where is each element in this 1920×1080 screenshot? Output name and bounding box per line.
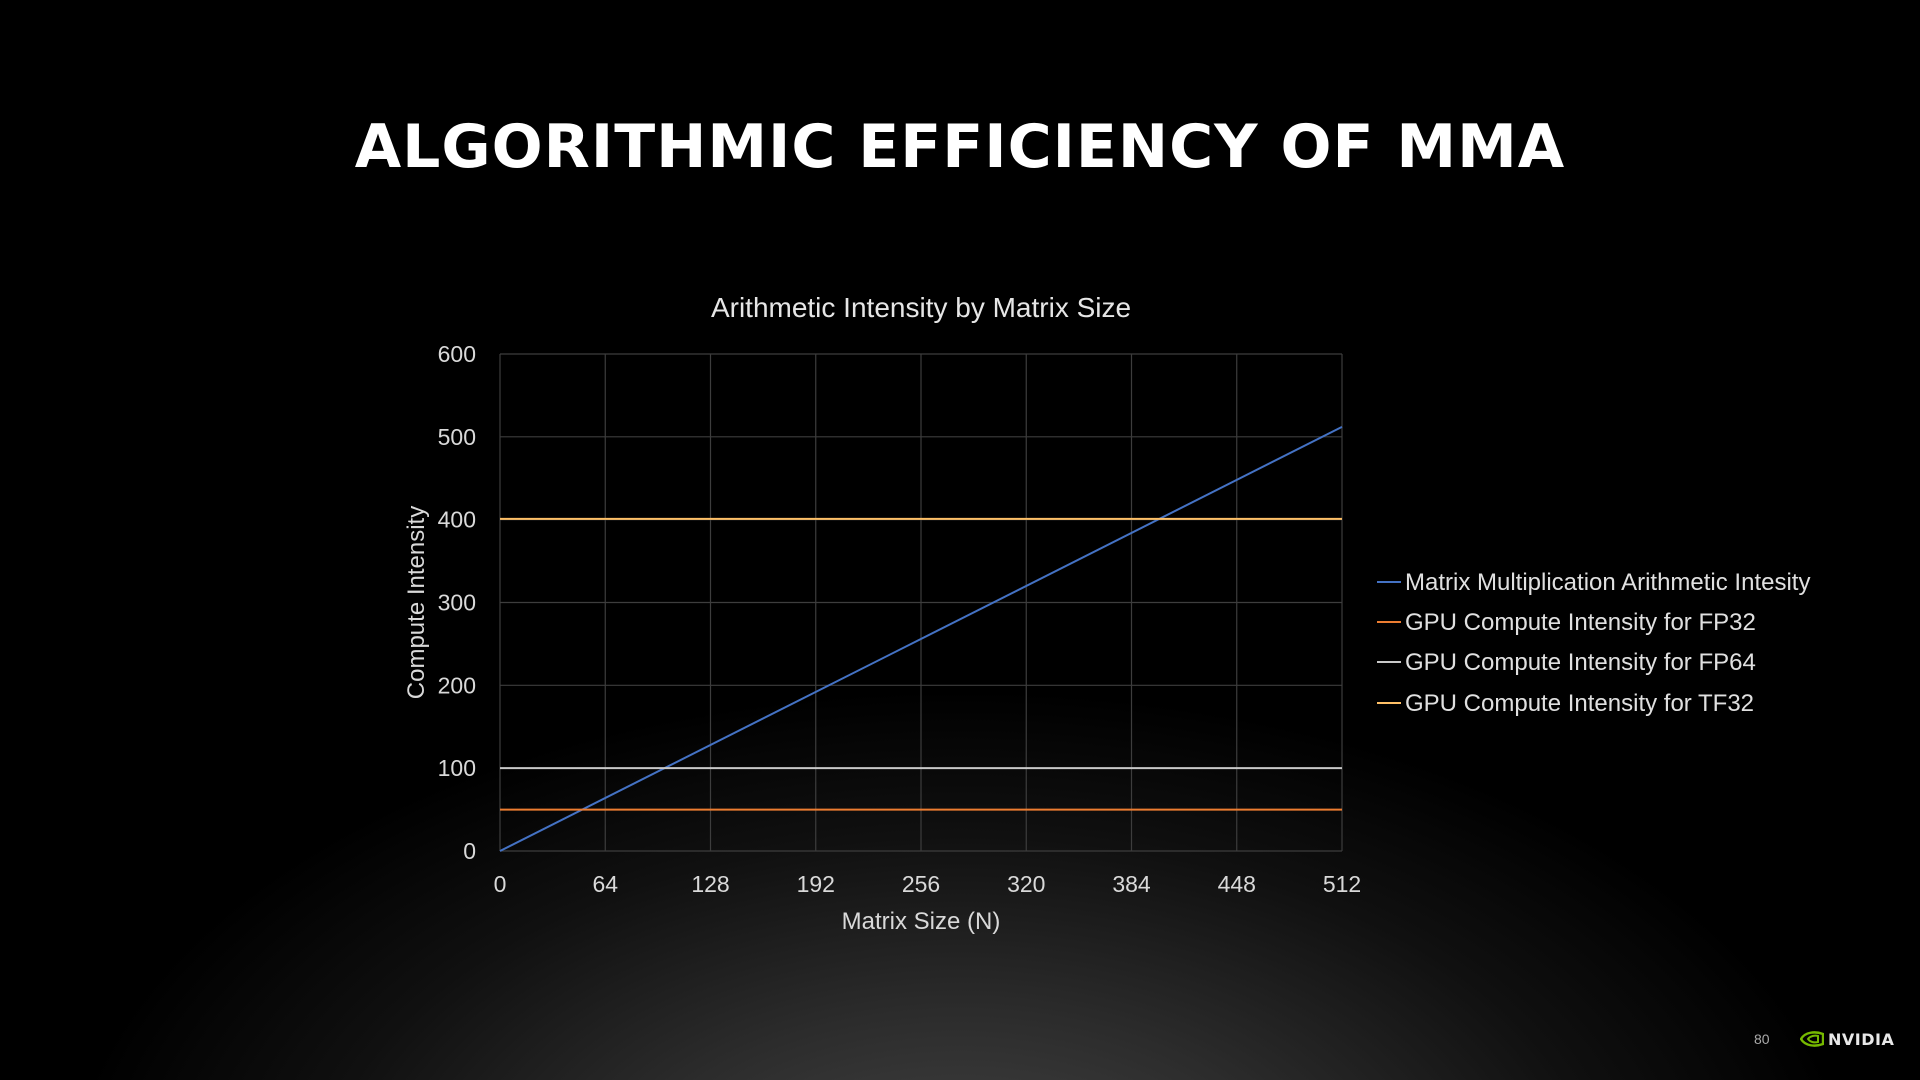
page-number: 80	[1754, 1031, 1770, 1047]
x-tick-label: 384	[1112, 871, 1151, 897]
y-tick-label: 100	[438, 755, 476, 781]
y-tick-label: 600	[438, 341, 476, 367]
chart-grid	[499, 353, 1343, 852]
y-tick-label: 200	[438, 672, 476, 698]
chart-title: Arithmetic Intensity by Matrix Size	[711, 292, 1131, 323]
slide-title: ALGORITHMIC EFFICIENCY OF MMA	[354, 112, 1566, 182]
logo-wordmark: NVIDIA	[1828, 1029, 1895, 1049]
x-tick-label: 128	[691, 871, 729, 897]
y-tick-label: 400	[438, 507, 476, 533]
x-axis-label: Matrix Size (N)	[842, 908, 1001, 935]
x-tick-label: 192	[797, 871, 835, 897]
legend-label: GPU Compute Intensity for FP32	[1405, 609, 1756, 636]
y-tick-label: 300	[438, 590, 476, 616]
y-tick-label: 0	[463, 838, 476, 864]
series-line	[499, 426, 1343, 852]
nvidia-eye-icon	[1800, 1031, 1824, 1047]
x-tick-label: 448	[1218, 871, 1256, 897]
x-tick-label: 256	[902, 871, 940, 897]
x-tick-label: 320	[1007, 871, 1045, 897]
legend-label: GPU Compute Intensity for FP64	[1405, 649, 1756, 676]
x-tick-label: 0	[494, 871, 507, 897]
legend-label: Matrix Multiplication Arithmetic Intesit…	[1405, 569, 1810, 596]
y-axis-label: Compute Intensity	[403, 506, 430, 699]
y-tick-label: 500	[438, 424, 476, 450]
chart-series	[499, 426, 1343, 852]
nvidia-logo: NVIDIA	[1800, 1028, 1894, 1050]
chart-tick-labels: 0 64 128 192 256 320 384 448 512 0 100 200 300 400 500…	[438, 341, 1362, 897]
legend-label: GPU Compute Intensity for TF32	[1405, 690, 1754, 717]
chart-legend: Matrix Multiplication Arithmetic Intesit…	[1377, 569, 1810, 717]
x-tick-label: 64	[592, 871, 618, 897]
x-tick-label: 512	[1323, 871, 1361, 897]
